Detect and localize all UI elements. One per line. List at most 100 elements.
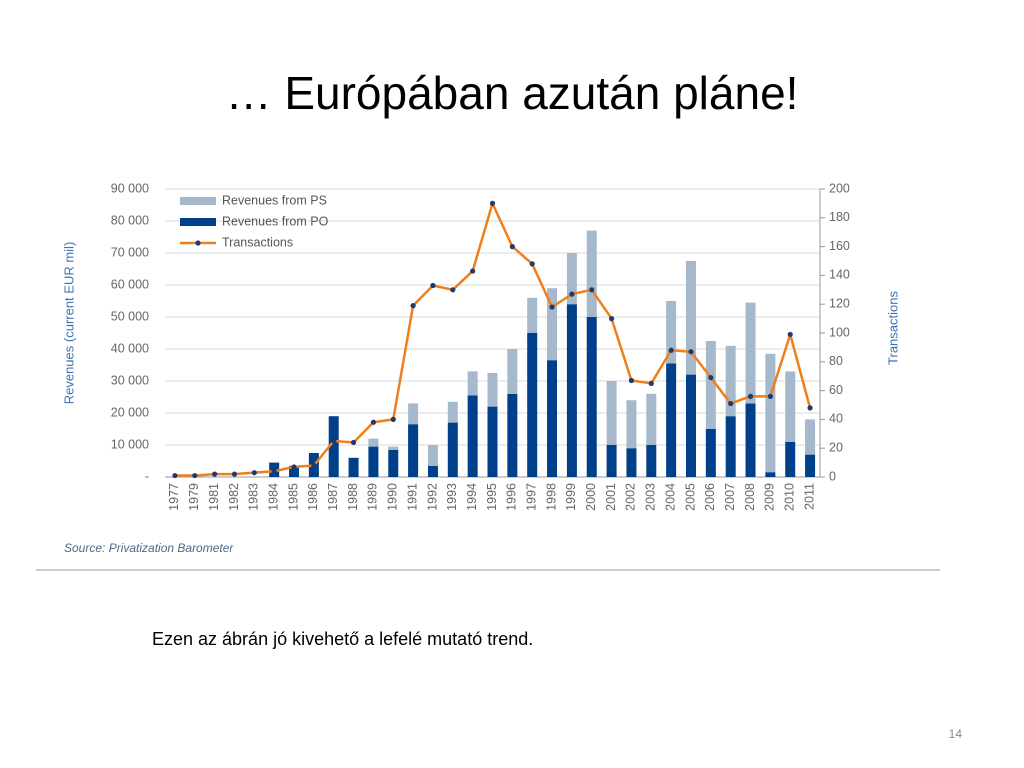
x-tick-label: 2006 bbox=[703, 483, 717, 511]
bar bbox=[725, 345, 736, 417]
x-tick-label: 2008 bbox=[743, 483, 757, 511]
bar bbox=[507, 349, 518, 394]
bar bbox=[328, 416, 339, 477]
x-tick-label: 1981 bbox=[207, 483, 221, 511]
x-tick-label: 1998 bbox=[544, 483, 558, 511]
y-tick-label: 80 000 bbox=[111, 213, 149, 227]
y-tick-label: 40 000 bbox=[111, 341, 149, 355]
bar bbox=[427, 465, 438, 477]
bar bbox=[507, 393, 518, 477]
bar bbox=[685, 374, 696, 477]
marker bbox=[291, 464, 297, 470]
y-tick-label: 90 000 bbox=[111, 181, 149, 195]
x-tick-label: 1988 bbox=[346, 483, 360, 511]
bar bbox=[606, 381, 617, 445]
y2-tick-label: 140 bbox=[829, 268, 850, 282]
page-number: 14 bbox=[949, 727, 963, 741]
x-tick-label: 1985 bbox=[286, 483, 300, 511]
bar bbox=[666, 363, 677, 477]
bar bbox=[388, 446, 399, 450]
x-tick-label: 1997 bbox=[524, 483, 538, 511]
marker bbox=[628, 377, 635, 384]
x-tick-label: 1995 bbox=[485, 483, 499, 511]
marker bbox=[470, 268, 476, 274]
y2-tick-label: 100 bbox=[829, 325, 850, 339]
y2-tick-label: 60 bbox=[829, 383, 843, 397]
bar bbox=[427, 445, 438, 466]
bar bbox=[745, 403, 756, 477]
bar bbox=[626, 400, 637, 449]
bar bbox=[765, 472, 776, 477]
bar bbox=[606, 445, 617, 477]
y2-tick-label: 200 bbox=[829, 181, 850, 195]
marker bbox=[450, 287, 456, 293]
x-tick-label: 2011 bbox=[802, 483, 816, 510]
legend-swatch bbox=[195, 240, 201, 246]
y2-tick-label: 160 bbox=[829, 239, 850, 253]
y-tick-label: 20 000 bbox=[111, 405, 149, 419]
x-tick-label: 2000 bbox=[584, 483, 598, 511]
y2-tick-label: 0 bbox=[829, 469, 836, 483]
legend-swatch bbox=[180, 197, 216, 205]
bar bbox=[487, 373, 498, 407]
marker bbox=[589, 287, 595, 293]
marker bbox=[370, 419, 377, 425]
y-tick-label: 60 000 bbox=[111, 277, 149, 291]
bar bbox=[388, 449, 399, 477]
bar bbox=[765, 353, 776, 473]
marker bbox=[350, 439, 357, 446]
chart: - 10 000 20 000 30 000 40 000 50 000 60 000 70 … bbox=[61, 181, 900, 511]
bar bbox=[785, 441, 796, 477]
y-tick-label: 30 000 bbox=[111, 373, 149, 387]
x-tick-label: 1991 bbox=[405, 483, 419, 511]
bar bbox=[527, 333, 538, 477]
y-axis-title: Revenues (current EUR mil) bbox=[61, 242, 76, 405]
caption: Ezen az ábrán jó kivehető a lefelé mutat… bbox=[152, 629, 533, 649]
legend-label: Transactions bbox=[222, 235, 293, 249]
y2-tick-label: 180 bbox=[829, 210, 850, 224]
marker bbox=[390, 416, 396, 422]
bar bbox=[289, 465, 300, 477]
legend-swatch bbox=[180, 218, 216, 226]
marker bbox=[212, 471, 218, 477]
bar bbox=[527, 297, 538, 333]
bar bbox=[646, 445, 657, 477]
bar bbox=[586, 230, 597, 317]
bar bbox=[685, 261, 696, 375]
bar bbox=[348, 457, 359, 477]
legend-label: Revenues from PO bbox=[222, 214, 329, 228]
bar bbox=[705, 341, 716, 429]
y2-tick-label: 20 bbox=[829, 440, 843, 454]
marker bbox=[747, 393, 754, 399]
marker bbox=[549, 304, 555, 310]
bar bbox=[467, 371, 478, 396]
y2-tick-label: 40 bbox=[829, 412, 843, 426]
bar bbox=[547, 360, 558, 477]
marker bbox=[192, 472, 198, 479]
bar bbox=[566, 253, 577, 305]
x-tick-label: 2007 bbox=[723, 483, 737, 511]
x-tick-label: 1977 bbox=[167, 483, 181, 511]
marker bbox=[608, 316, 615, 322]
y-tick-label: 10 000 bbox=[111, 437, 149, 451]
bar bbox=[368, 446, 379, 477]
x-tick-label: 1982 bbox=[227, 483, 241, 511]
bar bbox=[646, 393, 657, 445]
marker bbox=[708, 375, 714, 381]
bar bbox=[725, 416, 736, 477]
y-tick-label: - bbox=[145, 469, 149, 483]
x-tick-label: 2001 bbox=[604, 483, 618, 511]
x-tick-label: 1979 bbox=[187, 483, 201, 511]
x-tick-label: 1989 bbox=[366, 483, 380, 511]
y2-tick-label: 80 bbox=[829, 354, 843, 368]
x-tick-label: 1990 bbox=[386, 483, 400, 511]
marker bbox=[311, 462, 317, 469]
y2-axis-title: Transactions bbox=[885, 291, 900, 365]
chart-source: Source: Privatization Barometer bbox=[64, 541, 234, 555]
marker bbox=[569, 291, 575, 297]
x-tick-label: 1987 bbox=[326, 483, 340, 511]
marker bbox=[668, 347, 674, 353]
x-tick-label: 2005 bbox=[683, 483, 697, 511]
marker bbox=[688, 349, 694, 355]
